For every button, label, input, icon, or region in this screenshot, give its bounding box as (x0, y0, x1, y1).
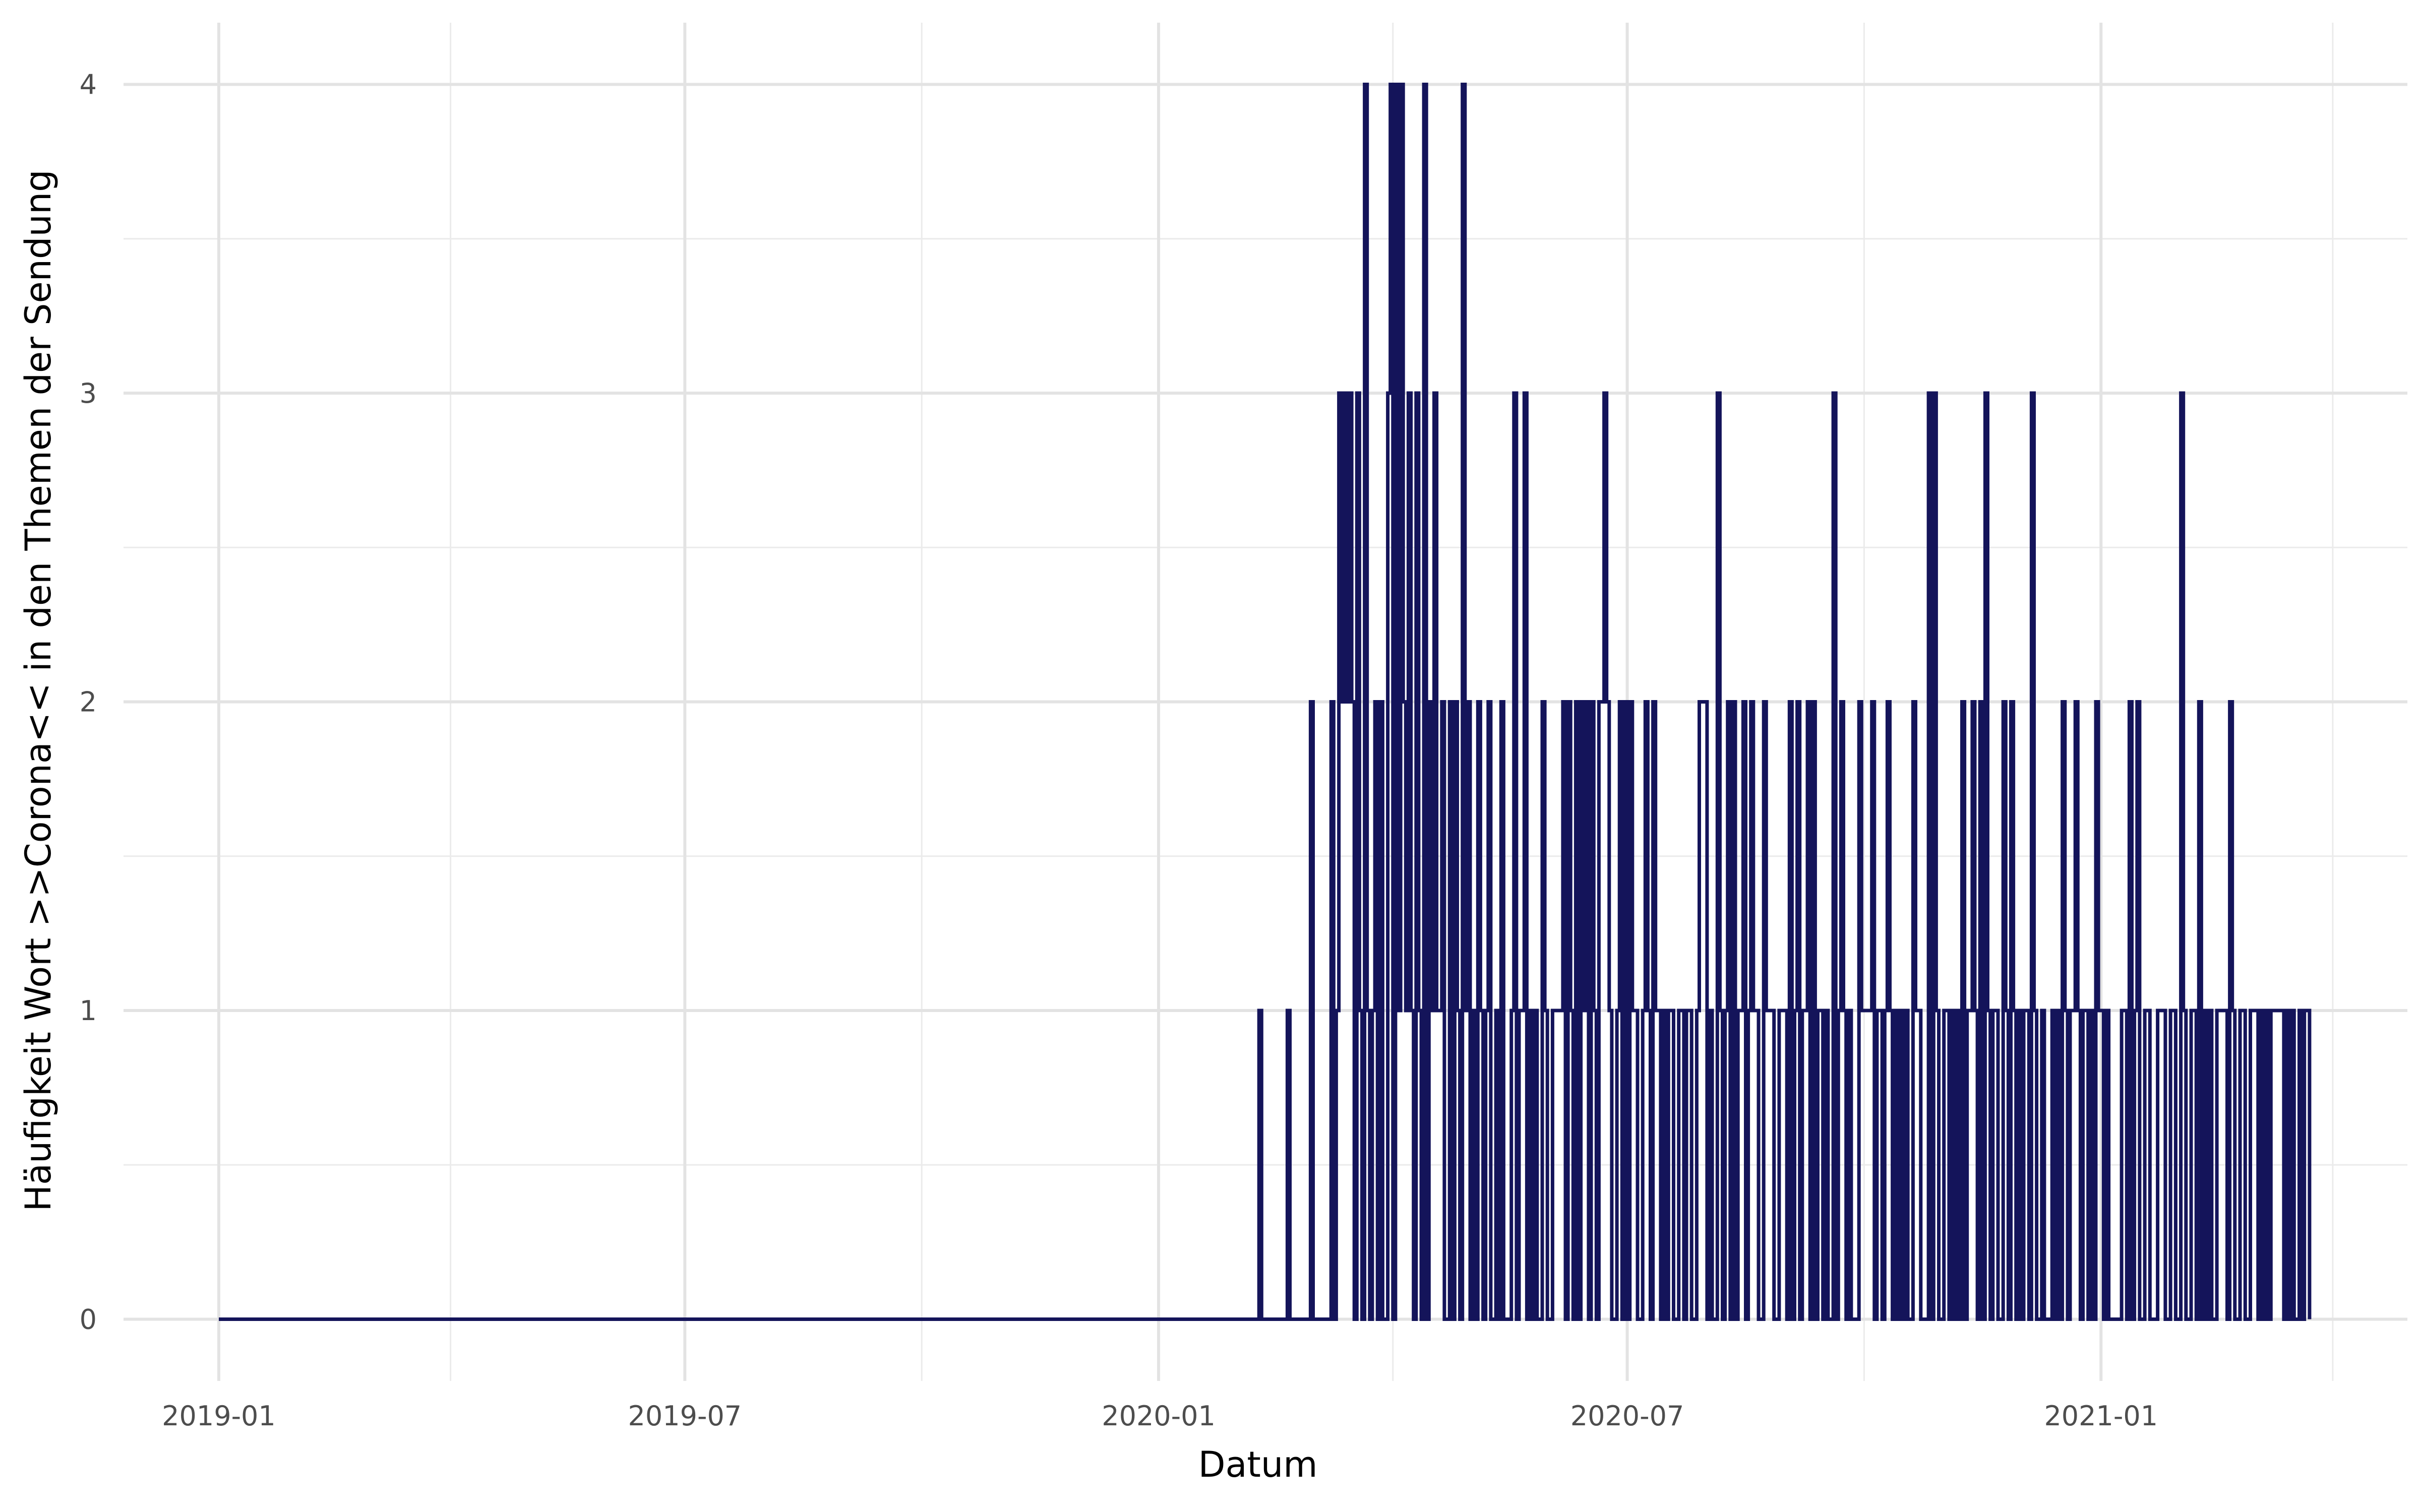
y-tick-label: 3 (80, 377, 97, 409)
y-tick-label: 2 (80, 686, 97, 718)
y-tick-label: 4 (80, 69, 97, 101)
y-axis-title: Häufigkeit Wort >>Corona<< in den Themen… (18, 169, 59, 1211)
corona-series-line (219, 83, 2312, 1321)
x-axis-title: Datum (1198, 1444, 1318, 1485)
x-tick-label: 2019-07 (628, 1400, 742, 1432)
x-axis-ticks: 2019-01 2019-07 2020-01 2020-07 2021-01 (162, 1400, 2158, 1432)
y-tick-label: 0 (80, 1304, 97, 1336)
x-tick-label: 2019-01 (162, 1400, 276, 1432)
x-tick-label: 2020-01 (1102, 1400, 1216, 1432)
x-tick-label: 2021-01 (2044, 1400, 2158, 1432)
y-tick-label: 1 (80, 995, 97, 1027)
y-axis-ticks: 0 1 2 3 4 (80, 69, 97, 1336)
x-tick-label: 2020-07 (1570, 1400, 1684, 1432)
